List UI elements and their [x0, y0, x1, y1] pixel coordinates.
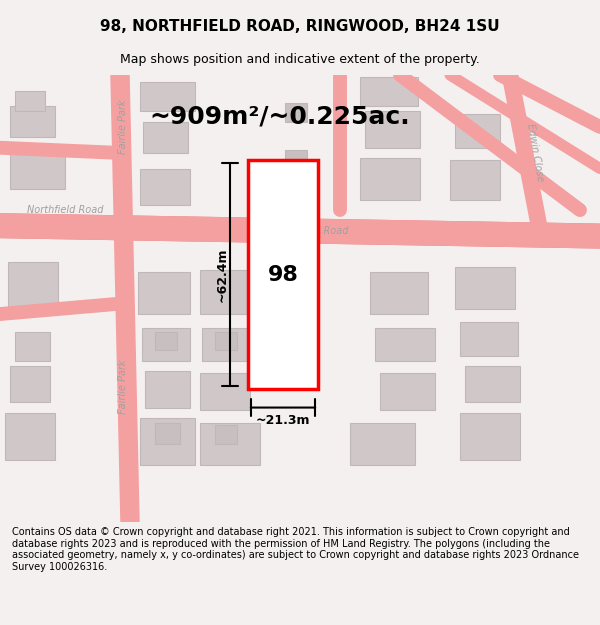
Bar	[15, 91, 45, 111]
Bar	[10, 106, 55, 138]
Bar	[285, 103, 307, 122]
Bar	[215, 332, 237, 351]
Bar	[145, 371, 190, 408]
Bar	[460, 322, 518, 356]
Bar	[455, 268, 515, 309]
Bar	[140, 418, 195, 465]
Text: Contains OS data © Crown copyright and database right 2021. This information is : Contains OS data © Crown copyright and d…	[12, 527, 579, 572]
Bar	[143, 122, 188, 153]
Bar	[15, 332, 50, 361]
Bar	[155, 332, 177, 351]
Text: 98: 98	[268, 264, 298, 284]
Bar	[140, 169, 190, 205]
Bar	[450, 160, 500, 200]
Bar	[380, 373, 435, 409]
Text: ~62.4m: ~62.4m	[215, 248, 229, 302]
Bar	[10, 366, 50, 403]
Bar	[465, 366, 520, 403]
Bar	[155, 423, 180, 444]
Bar	[142, 328, 190, 361]
Text: Map shows position and indicative extent of the property.: Map shows position and indicative extent…	[120, 52, 480, 66]
Text: Edwin Close: Edwin Close	[525, 123, 545, 183]
Bar	[138, 272, 190, 314]
Bar	[375, 328, 435, 361]
Bar	[200, 423, 260, 465]
Bar	[360, 77, 418, 106]
Bar	[5, 412, 55, 459]
Bar	[248, 160, 318, 389]
Text: ~21.3m: ~21.3m	[256, 414, 310, 426]
Text: Northfield Road: Northfield Road	[27, 205, 103, 215]
Bar	[10, 153, 65, 189]
Text: Fairlie Park: Fairlie Park	[118, 100, 128, 154]
Text: ~909m²/~0.225ac.: ~909m²/~0.225ac.	[149, 104, 410, 129]
Bar	[202, 328, 250, 361]
Text: Northfield Road: Northfield Road	[272, 226, 348, 236]
Bar	[200, 373, 250, 409]
Bar	[460, 412, 520, 459]
Bar	[365, 111, 420, 148]
Bar	[8, 262, 58, 314]
Bar	[455, 114, 500, 148]
Bar	[360, 158, 420, 200]
Text: Fairlie Park: Fairlie Park	[118, 359, 128, 414]
Bar	[215, 425, 237, 444]
Bar	[350, 423, 415, 465]
Bar	[285, 150, 307, 169]
Bar	[140, 82, 195, 111]
Text: 98, NORTHFIELD ROAD, RINGWOOD, BH24 1SU: 98, NORTHFIELD ROAD, RINGWOOD, BH24 1SU	[100, 19, 500, 34]
Bar	[200, 271, 255, 314]
Bar	[370, 272, 428, 314]
